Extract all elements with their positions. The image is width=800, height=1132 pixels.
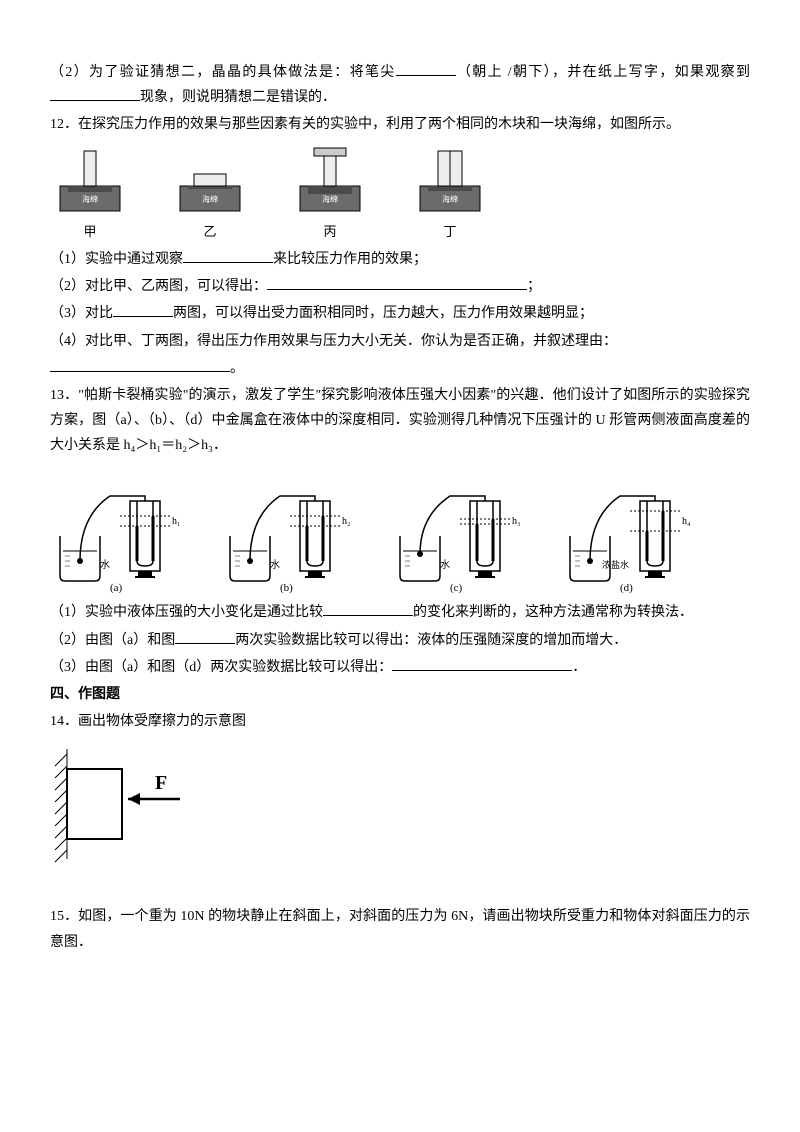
q11-p2-c: 现象，则说明猜想二是错误的．	[140, 90, 336, 105]
q13-p3: （3）由图（a）和图（d）两次实验数据比较可以得出： ．	[50, 655, 750, 680]
q12-fig-b: 海绵 乙	[170, 146, 250, 243]
text: （2）由图（a）和图	[50, 633, 175, 648]
q14-figure: F	[50, 744, 750, 864]
force-label: F	[155, 772, 167, 794]
svg-text:(d): (d)	[620, 582, 633, 594]
sponge-block-c: 海绵	[290, 146, 370, 216]
q15-text: 15．如图，一个重为 10N 的物块静止在斜面上，对斜面的压力为 6N，请画出物…	[50, 904, 750, 954]
blank	[323, 601, 413, 616]
text: 两次实验数据比较可以得出：液体的压强随深度的增加而增大．	[235, 633, 627, 648]
svg-text:浓盐水: 浓盐水	[602, 559, 629, 570]
blank	[392, 656, 572, 671]
svg-text:海绵: 海绵	[322, 194, 338, 204]
svg-text:(b): (b)	[280, 582, 293, 594]
q11-p2-b: （朝上 /朝下），并在纸上写字，如果观察到	[456, 65, 750, 80]
section-4-title: 四、作图题	[50, 682, 750, 707]
blank	[113, 302, 173, 317]
svg-text:(c): (c)	[450, 582, 463, 594]
q12-p2: （2）对比甲、乙两图，可以得出： ；	[50, 274, 750, 299]
text: （4）对比甲、丁两图，得出压力作用效果与压力大小无关．你认为是否正确，并叙述理由…	[50, 334, 617, 349]
text: 两图，可以得出受力面积相同时，压力越大，压力作用效果越明显；	[173, 306, 593, 321]
text: ；	[527, 279, 541, 294]
text: 的变化来判断的，这种方法通常称为转换法．	[413, 605, 693, 620]
text: ．	[572, 660, 586, 675]
q13-p1: （1）实验中液体压强的大小变化是通过比较 的变化来判断的，这种方法通常称为转换法．	[50, 600, 750, 625]
q12-fig-a: 海绵 甲	[50, 146, 130, 243]
blank	[267, 275, 527, 290]
text: （3）由图（a）和图（d）两次实验数据比较可以得出：	[50, 660, 392, 675]
svg-text:h₂: h₂	[342, 516, 351, 527]
svg-text:海绵: 海绵	[82, 194, 98, 204]
svg-text:海绵: 海绵	[442, 194, 458, 204]
q14-text: 14．画出物体受摩擦力的示意图	[50, 709, 750, 734]
svg-text:水: 水	[100, 559, 110, 571]
text: 。	[230, 361, 244, 376]
svg-text:h₃: h₃	[512, 516, 521, 527]
q13-intro: 13．"帕斯卡裂桶实验"的演示，激发了学生"探究影响液体压强大小因素"的兴趣．他…	[50, 383, 750, 459]
svg-text:h₄: h₄	[682, 516, 691, 527]
q13-figures: h₁ 水 (a) h₂ 水 (b) h₃ 水 (c)	[50, 466, 750, 596]
blank	[50, 357, 230, 372]
sponge-block-b: 海绵	[170, 146, 250, 216]
q12-p4: （4）对比甲、丁两图，得出压力作用效果与压力大小无关．你认为是否正确，并叙述理由…	[50, 329, 750, 354]
blank	[183, 248, 273, 263]
blank	[175, 629, 235, 644]
sponge-block-d: 海绵	[410, 146, 490, 216]
q11-p2-a: （2）为了验证猜想二，晶晶的具体做法是：将笔尖	[50, 65, 396, 80]
friction-diagram: F	[50, 744, 210, 864]
blank	[50, 86, 140, 101]
q12-fig-d: 海绵 丁	[410, 146, 490, 243]
q12-p4b: 。	[50, 356, 750, 381]
svg-text:海绵: 海绵	[202, 194, 218, 204]
q12-fig-c: 海绵 丙	[290, 146, 370, 243]
sponge-block-a: 海绵	[50, 146, 130, 216]
svg-text:(a): (a)	[110, 582, 123, 594]
label-c: 丙	[290, 220, 370, 243]
text: （1）实验中通过观察	[50, 252, 183, 267]
text: （1）实验中液体压强的大小变化是通过比较	[50, 605, 323, 620]
svg-text:h₁: h₁	[172, 516, 181, 527]
pressure-gauge-setups: h₁ 水 (a) h₂ 水 (b) h₃ 水 (c)	[50, 466, 730, 596]
svg-text:水: 水	[270, 559, 280, 571]
q12-p1: （1）实验中通过观察 来比较压力作用的效果；	[50, 247, 750, 272]
label-a: 甲	[50, 220, 130, 243]
text: 来比较压力作用的效果；	[273, 252, 427, 267]
text: （2）对比甲、乙两图，可以得出：	[50, 279, 267, 294]
label-d: 丁	[410, 220, 490, 243]
label-b: 乙	[170, 220, 250, 243]
q13-p2: （2）由图（a）和图 两次实验数据比较可以得出：液体的压强随深度的增加而增大．	[50, 628, 750, 653]
blank	[396, 61, 456, 76]
q11-p2: （2）为了验证猜想二，晶晶的具体做法是：将笔尖 （朝上 /朝下），并在纸上写字，如…	[50, 60, 750, 110]
svg-text:水: 水	[440, 559, 450, 571]
text: （3）对比	[50, 306, 113, 321]
q12-intro: 12．在探究压力作用的效果与那些因素有关的实验中，利用了两个相同的木块和一块海绵…	[50, 112, 750, 137]
q12-p3: （3）对比 两图，可以得出受力面积相同时，压力越大，压力作用效果越明显；	[50, 301, 750, 326]
q12-figures: 海绵 甲 海绵 乙 海绵 丙 海绵 丁	[50, 146, 750, 243]
